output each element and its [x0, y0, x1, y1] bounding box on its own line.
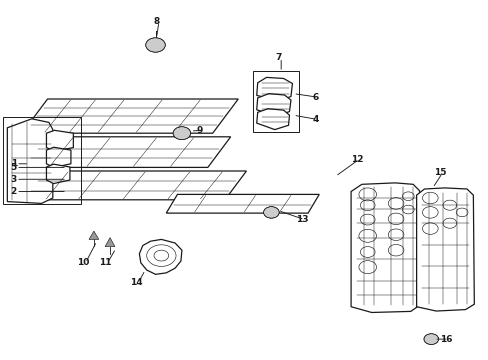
- Polygon shape: [350, 183, 419, 312]
- Polygon shape: [46, 147, 71, 167]
- Polygon shape: [22, 171, 246, 200]
- Text: 3: 3: [11, 175, 17, 184]
- Polygon shape: [416, 188, 473, 311]
- Polygon shape: [256, 109, 289, 130]
- Polygon shape: [7, 119, 53, 203]
- Polygon shape: [46, 130, 73, 151]
- Polygon shape: [139, 239, 182, 274]
- Text: 8: 8: [153, 17, 159, 26]
- Polygon shape: [22, 137, 230, 167]
- Circle shape: [263, 207, 279, 218]
- Text: 4: 4: [311, 115, 318, 124]
- Text: 15: 15: [433, 168, 446, 177]
- Text: 14: 14: [129, 278, 142, 287]
- Circle shape: [173, 127, 190, 140]
- Text: 9: 9: [196, 126, 203, 135]
- Polygon shape: [105, 238, 115, 247]
- Polygon shape: [256, 77, 292, 101]
- Text: 16: 16: [439, 335, 451, 343]
- Text: 6: 6: [312, 93, 318, 102]
- Polygon shape: [46, 164, 70, 184]
- Text: 12: 12: [350, 154, 363, 163]
- Circle shape: [145, 38, 165, 52]
- Text: 11: 11: [99, 258, 111, 267]
- Polygon shape: [256, 94, 290, 116]
- Polygon shape: [22, 99, 238, 133]
- Text: 13: 13: [295, 215, 308, 224]
- Text: 7: 7: [275, 53, 282, 62]
- Text: 2: 2: [11, 187, 17, 196]
- Polygon shape: [89, 231, 99, 239]
- Text: 5: 5: [11, 163, 17, 172]
- Circle shape: [423, 334, 438, 345]
- Text: 10: 10: [77, 258, 89, 267]
- Polygon shape: [166, 194, 319, 213]
- Text: 1: 1: [11, 159, 17, 168]
